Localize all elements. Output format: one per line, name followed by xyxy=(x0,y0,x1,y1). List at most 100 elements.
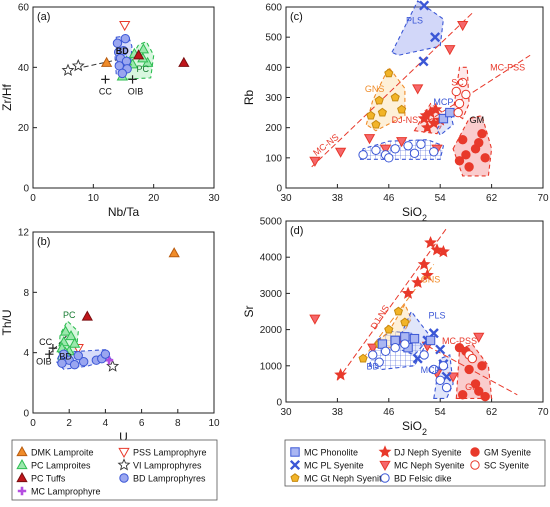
data-point xyxy=(384,153,394,163)
y-tick-label: 0 xyxy=(276,184,282,195)
x-tick-label: 30 xyxy=(208,193,220,204)
data-point xyxy=(425,335,436,346)
plot-frame xyxy=(32,6,215,189)
panel-3: 30 38 46 54 62 70 0 1000 2000 3000 4000 5000 (d) SiO2… xyxy=(242,217,549,438)
legend-marker xyxy=(290,473,300,482)
x-axis-label: U xyxy=(119,430,128,444)
y-tick-label: 200 xyxy=(265,123,282,134)
data-point xyxy=(57,358,67,368)
legend-label: SC Syenite xyxy=(484,460,529,470)
data-point xyxy=(390,343,400,353)
data-point xyxy=(69,360,80,370)
legend-label: GM Syenite xyxy=(484,447,531,457)
legend-label: DMK Lamproite xyxy=(31,447,94,457)
data-point xyxy=(119,21,131,32)
legend-marker xyxy=(290,447,300,457)
x-tick-label: 10 xyxy=(208,418,220,429)
x-axis-label: SiO2 xyxy=(402,419,427,437)
x-tick-label: 30 xyxy=(280,407,292,418)
data-point xyxy=(474,386,484,396)
x-tick-label: 8 xyxy=(175,418,181,429)
legend-item: PSS Lamprophyre xyxy=(118,447,207,459)
label-pls: PLS xyxy=(406,16,423,26)
label-gns: GNS xyxy=(365,84,385,94)
y-tick-label: 4 xyxy=(23,348,29,359)
x-tick-label: 70 xyxy=(537,193,549,204)
legend-marker xyxy=(379,460,391,472)
data-point xyxy=(390,144,400,154)
data-point xyxy=(358,150,368,160)
data-point xyxy=(438,361,449,371)
data-point xyxy=(453,107,463,118)
data-point xyxy=(438,113,449,124)
legend-label: MC PL Syenite xyxy=(304,460,364,470)
legend-item: MC Phonolite xyxy=(290,447,358,457)
data-point xyxy=(390,92,400,102)
data-point xyxy=(435,375,445,385)
data-point xyxy=(473,332,485,343)
legend-item: DJ Neph Syenite xyxy=(378,445,462,458)
legend-right-frame xyxy=(284,439,546,487)
data-point xyxy=(379,144,392,155)
x-tick-label: 4 xyxy=(103,418,109,429)
data-point xyxy=(480,153,490,163)
data-point xyxy=(168,247,180,258)
data-point xyxy=(363,134,376,145)
data-point xyxy=(61,63,75,76)
data-point xyxy=(419,0,430,11)
data-point xyxy=(429,147,439,157)
field-label-bd: BD xyxy=(59,351,72,361)
data-point xyxy=(100,349,111,359)
y-tick-label: 400 xyxy=(265,63,282,74)
x-tick-label: 54 xyxy=(435,193,447,204)
data-point xyxy=(120,33,131,44)
label-gm: GM xyxy=(470,115,485,125)
data-point xyxy=(477,361,487,371)
y-tick-label: 0 xyxy=(23,409,29,420)
y-tick-label: 1000 xyxy=(260,361,283,372)
data-point xyxy=(454,98,465,109)
data-point xyxy=(117,68,127,79)
x-tick-label: 10 xyxy=(88,193,100,204)
y-axis-label: Sr xyxy=(242,305,256,317)
label-cc: CC xyxy=(39,337,52,347)
panel-2: 30 38 46 54 62 70 0 100 200 300 400 500 600 (c) SiO2 Rb… xyxy=(242,0,549,223)
legend-label: VI Lamprophyres xyxy=(133,460,202,470)
plot-frame xyxy=(32,231,215,414)
panel-label: (d) xyxy=(290,225,303,237)
pls-field xyxy=(391,0,444,56)
y-tick-label: 300 xyxy=(265,93,282,104)
x-tick-label: 70 xyxy=(537,407,549,418)
field-label-bd: BD xyxy=(116,46,129,56)
legend-marker xyxy=(16,471,28,483)
legend-label: BD Lamprophyres xyxy=(133,473,206,483)
data-point xyxy=(78,357,89,367)
x-tick-label: 0 xyxy=(30,418,36,429)
data-point xyxy=(411,275,425,289)
data-point xyxy=(464,364,474,375)
label-gm: GM xyxy=(465,382,480,392)
data-point xyxy=(400,317,410,327)
panel-label: (b) xyxy=(37,236,50,248)
data-point xyxy=(309,156,321,167)
legend-item: MC PL Syenite xyxy=(289,459,364,470)
label-gns: GNS xyxy=(421,275,441,285)
data-point xyxy=(368,350,378,360)
y-tick-label: 60 xyxy=(18,3,30,14)
legend-marker xyxy=(119,473,129,483)
data-point xyxy=(358,353,368,363)
data-point xyxy=(457,21,469,32)
x-tick-label: 30 xyxy=(280,193,292,204)
x-tick-label: 62 xyxy=(486,193,498,204)
data-point xyxy=(419,108,433,122)
data-point xyxy=(371,119,381,129)
y-tick-label: 100 xyxy=(265,153,282,164)
x-axis-label: SiO2 xyxy=(402,205,427,223)
data-point xyxy=(474,138,484,148)
data-point xyxy=(444,45,456,56)
data-point xyxy=(419,350,429,360)
label-oib: OIB xyxy=(128,86,144,96)
data-point xyxy=(435,344,446,355)
legend-label: MC Lamprophyre xyxy=(31,486,101,496)
